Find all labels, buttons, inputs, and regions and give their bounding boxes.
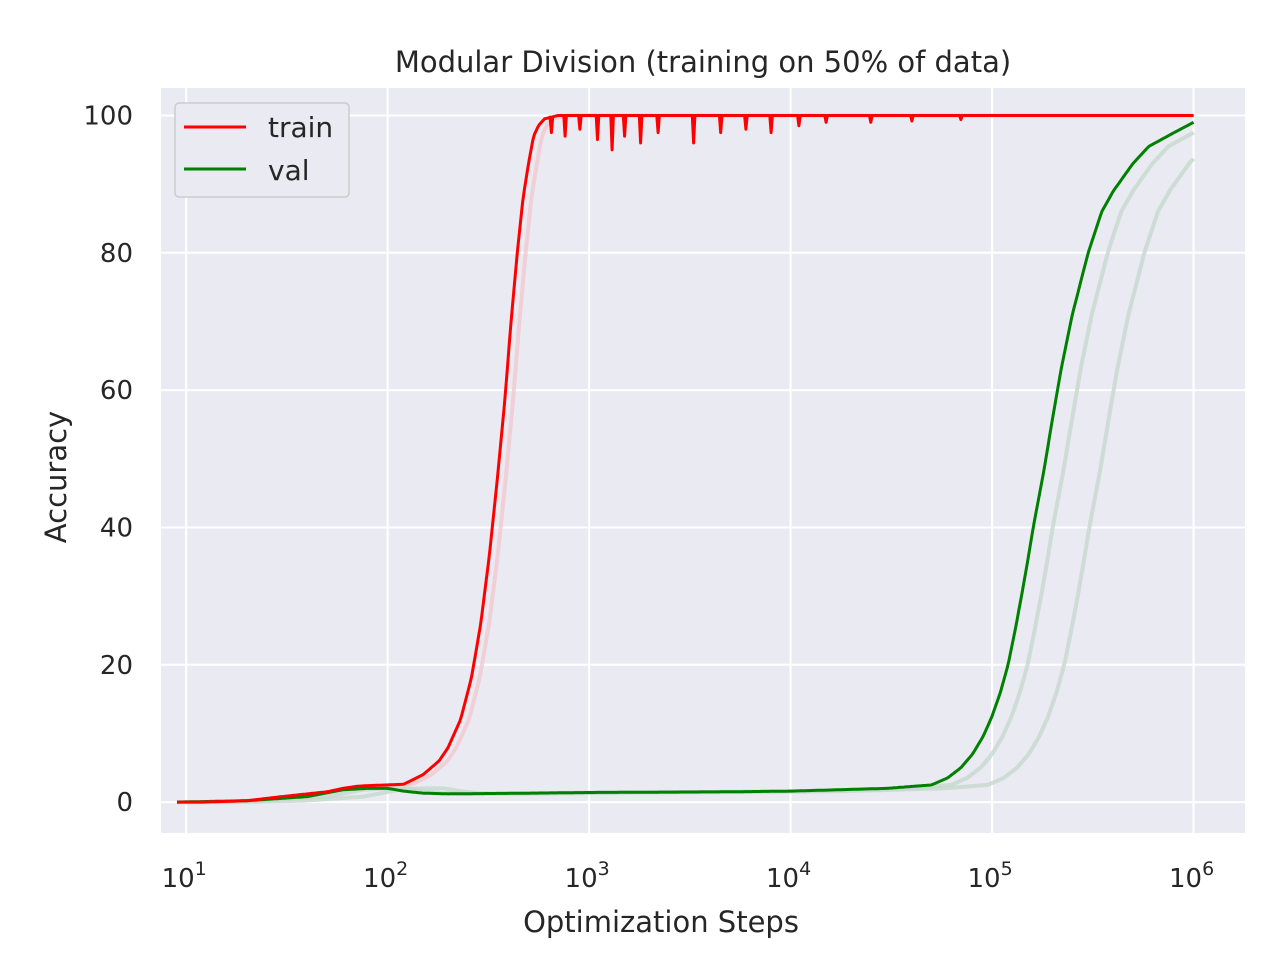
x-tick-label: 106 — [1169, 858, 1214, 894]
y-tick-label: 40 — [100, 513, 133, 543]
val-line — [177, 120, 1195, 804]
y-tick-label: 100 — [83, 101, 133, 131]
x-tick-labels: 101 102 103 104 105 106 — [162, 858, 1215, 894]
x-tick-label: 102 — [363, 858, 408, 894]
legend-label-val: val — [268, 154, 310, 187]
y-tick-labels: 0 20 40 60 80 100 — [83, 101, 133, 818]
legend: train val — [174, 102, 350, 198]
x-tick-label: 105 — [967, 858, 1012, 894]
y-axis-label: Accuracy — [39, 411, 73, 543]
y-tick-label: 60 — [100, 376, 133, 406]
x-tick-label: 104 — [766, 858, 811, 894]
plot-area — [161, 88, 1245, 833]
train-line — [177, 114, 1194, 804]
legend-label-train: train — [268, 111, 333, 144]
series-lines — [177, 114, 1195, 804]
x-tick-label: 101 — [162, 858, 207, 894]
chart-title: Modular Division (training on 50% of dat… — [395, 45, 1011, 79]
y-tick-label: 20 — [100, 651, 133, 681]
x-axis-label: Optimization Steps — [523, 905, 799, 939]
y-tick-label: 80 — [100, 239, 133, 269]
x-tick-label: 103 — [565, 858, 610, 894]
y-tick-label: 0 — [116, 788, 133, 818]
